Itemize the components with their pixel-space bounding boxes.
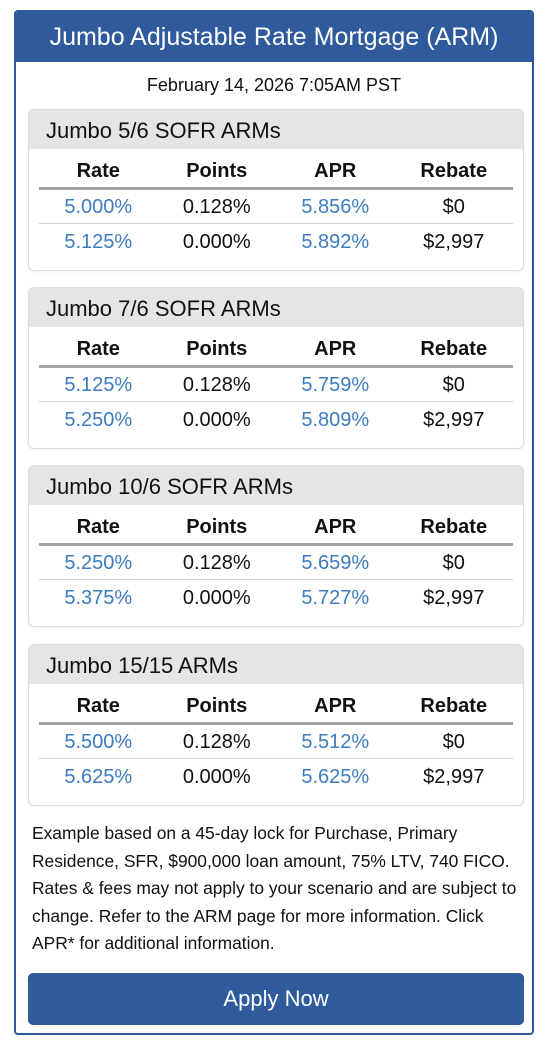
col-header-rate: Rate: [76, 338, 120, 360]
col-header-rate: Rate: [76, 516, 120, 538]
points-value: 0.128%: [182, 374, 251, 396]
disclaimer-text: Example based on a 45-day lock for Purch…: [32, 823, 517, 953]
rate-link[interactable]: 5.500%: [64, 731, 133, 753]
product-card-5-6: Jumbo 5/6 SOFR ARMs Rate Points APR Reba…: [28, 109, 524, 271]
table-row: 5.375% 0.000% 5.727% $2,997: [39, 581, 513, 615]
col-header-rate: Rate: [76, 160, 120, 182]
table-header: Rate Points APR Rebate: [39, 689, 513, 725]
table-row: 5.250% 0.128% 5.659% $0: [39, 546, 513, 580]
col-header-points: Points: [186, 160, 248, 182]
rebate-value: $2,997: [423, 766, 485, 788]
rebate-value: $2,997: [423, 409, 485, 431]
table-row: 5.500% 0.128% 5.512% $0: [39, 725, 513, 759]
col-header-points: Points: [186, 516, 248, 538]
rebate-value: $2,997: [423, 587, 485, 609]
product-card-7-6: Jumbo 7/6 SOFR ARMs Rate Points APR Reba…: [28, 287, 524, 449]
apply-now-button[interactable]: Apply Now: [28, 973, 524, 1025]
points-value: 0.128%: [182, 552, 251, 574]
points-value: 0.000%: [182, 587, 251, 609]
points-value: 0.000%: [182, 766, 251, 788]
points-value: 0.128%: [182, 731, 251, 753]
rate-link[interactable]: 5.125%: [64, 374, 133, 396]
col-header-apr: APR: [314, 695, 357, 717]
product-title: Jumbo 7/6 SOFR ARMs: [29, 288, 523, 327]
product-title: Jumbo 15/15 ARMs: [29, 645, 523, 684]
rate-link[interactable]: 5.000%: [64, 196, 133, 218]
col-header-points: Points: [186, 695, 248, 717]
col-header-rebate: Rebate: [420, 160, 488, 182]
rebate-value: $0: [442, 196, 465, 218]
product-card-15-15: Jumbo 15/15 ARMs Rate Points APR Rebate …: [28, 644, 524, 806]
points-value: 0.000%: [182, 231, 251, 253]
rate-link[interactable]: 5.250%: [64, 552, 133, 574]
arm-rates-widget: Jumbo Adjustable Rate Mortgage (ARM) Feb…: [14, 10, 534, 1035]
col-header-rebate: Rebate: [420, 695, 488, 717]
apr-link[interactable]: 5.892%: [301, 231, 370, 253]
apr-link[interactable]: 5.759%: [301, 374, 370, 396]
rates-timestamp: February 14, 2026 7:05AM PST: [146, 75, 402, 95]
product-title: Jumbo 10/6 SOFR ARMs: [29, 466, 523, 505]
col-header-apr: APR: [314, 160, 357, 182]
table-header: Rate Points APR Rebate: [39, 332, 513, 368]
col-header-rebate: Rebate: [420, 516, 488, 538]
apr-link[interactable]: 5.727%: [301, 587, 370, 609]
table-row: 5.125% 0.128% 5.759% $0: [39, 368, 513, 402]
points-value: 0.128%: [182, 196, 251, 218]
product-title: Jumbo 5/6 SOFR ARMs: [29, 110, 523, 149]
table-row: 5.250% 0.000% 5.809% $2,997: [39, 403, 513, 437]
col-header-rate: Rate: [76, 695, 120, 717]
col-header-apr: APR: [314, 338, 357, 360]
product-card-10-6: Jumbo 10/6 SOFR ARMs Rate Points APR Reb…: [28, 465, 524, 627]
rebate-value: $0: [442, 731, 465, 753]
apr-link[interactable]: 5.856%: [301, 196, 370, 218]
apr-link[interactable]: 5.809%: [301, 409, 370, 431]
points-value: 0.000%: [182, 409, 251, 431]
rate-link[interactable]: 5.375%: [64, 587, 133, 609]
widget-title: Jumbo Adjustable Rate Mortgage (ARM): [16, 12, 532, 62]
rebate-value: $0: [442, 552, 465, 574]
apr-link[interactable]: 5.659%: [301, 552, 370, 574]
table-row: 5.625% 0.000% 5.625% $2,997: [39, 760, 513, 794]
rate-link[interactable]: 5.625%: [64, 766, 133, 788]
col-header-rebate: Rebate: [420, 338, 488, 360]
rebate-value: $2,997: [423, 231, 485, 253]
rate-link[interactable]: 5.125%: [64, 231, 133, 253]
table-row: 5.000% 0.128% 5.856% $0: [39, 190, 513, 224]
table-header: Rate Points APR Rebate: [39, 510, 513, 546]
col-header-apr: APR: [314, 516, 357, 538]
table-row: 5.125% 0.000% 5.892% $2,997: [39, 225, 513, 259]
table-header: Rate Points APR Rebate: [39, 154, 513, 190]
col-header-points: Points: [186, 338, 248, 360]
rebate-value: $0: [442, 374, 465, 396]
rate-link[interactable]: 5.250%: [64, 409, 133, 431]
apr-link[interactable]: 5.512%: [301, 731, 370, 753]
apr-link[interactable]: 5.625%: [301, 766, 370, 788]
